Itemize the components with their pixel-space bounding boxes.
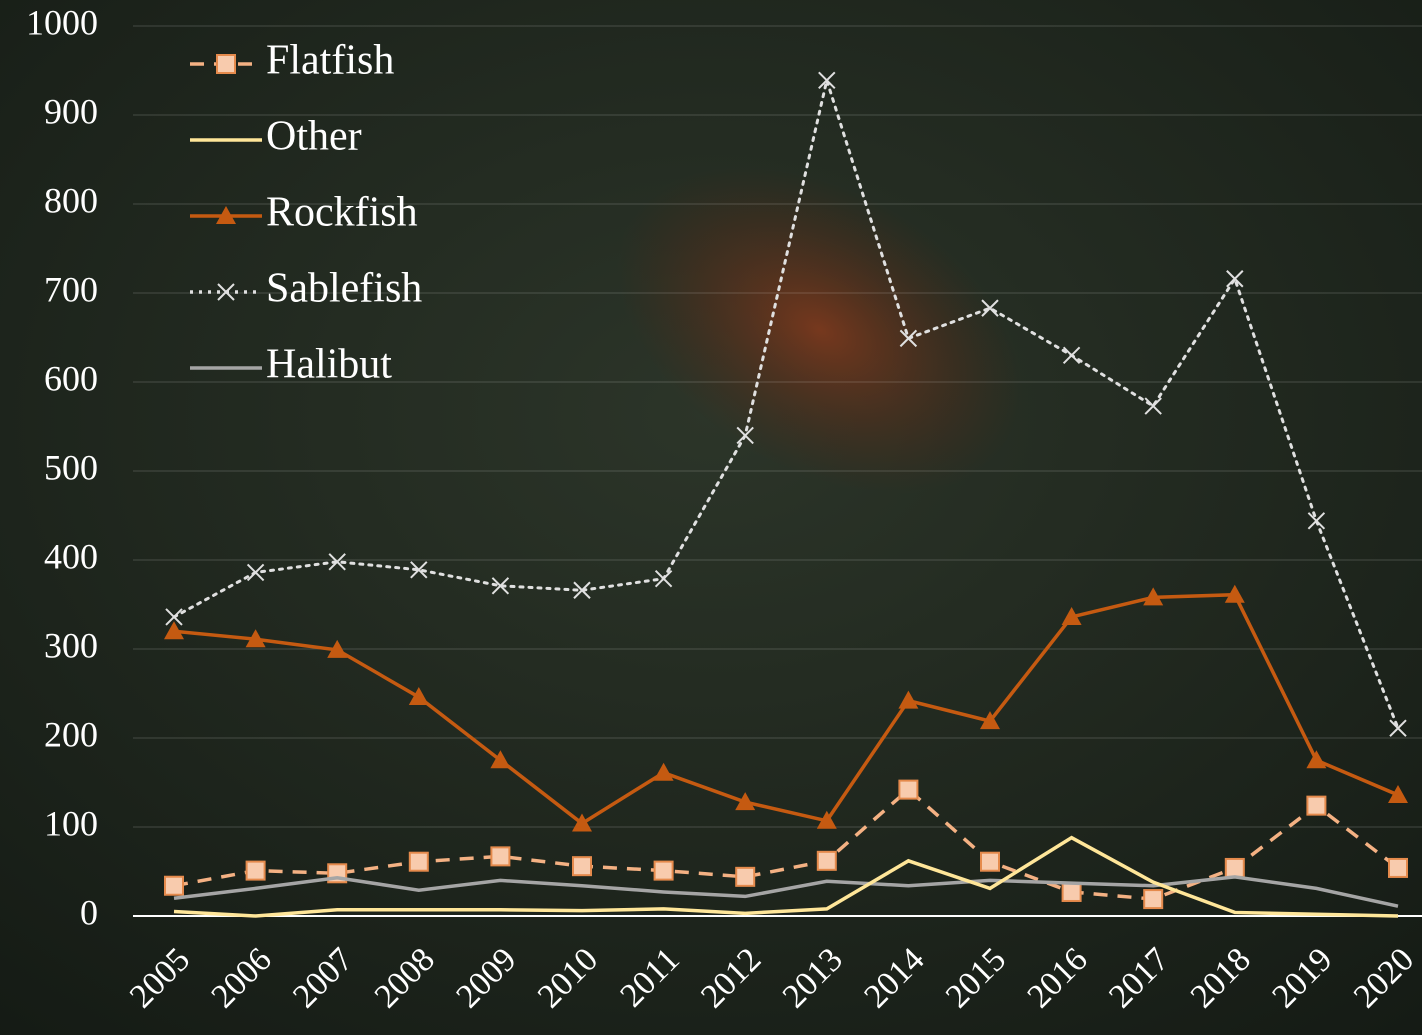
marker xyxy=(164,621,184,640)
series-line xyxy=(173,875,1399,908)
marker xyxy=(654,569,673,588)
y-tick-label: 800 xyxy=(44,180,98,220)
marker xyxy=(898,779,919,800)
series-line xyxy=(173,835,1399,918)
marker xyxy=(217,283,235,301)
y-tick-label: 700 xyxy=(44,269,98,309)
marker xyxy=(328,553,346,571)
marker xyxy=(327,639,348,658)
marker xyxy=(490,750,511,769)
marker xyxy=(491,577,510,595)
marker xyxy=(245,629,266,648)
marker xyxy=(735,792,756,811)
y-tick-label: 500 xyxy=(44,447,98,487)
legend-label: Sablefish xyxy=(266,266,422,312)
series-line xyxy=(172,74,1400,730)
marker xyxy=(410,561,428,579)
marker xyxy=(1061,606,1082,625)
legend-label: Halibut xyxy=(266,342,392,388)
y-tick-label: 400 xyxy=(44,536,98,576)
marker xyxy=(216,54,236,74)
marker xyxy=(1389,719,1407,737)
marker xyxy=(980,711,1000,730)
marker xyxy=(818,71,836,89)
marker xyxy=(898,690,919,709)
background-fish xyxy=(617,166,1023,494)
y-tick-label: 200 xyxy=(44,714,98,754)
marker xyxy=(1061,881,1082,902)
marker xyxy=(653,762,674,781)
y-tick-label: 300 xyxy=(44,625,98,665)
marker xyxy=(1388,784,1408,803)
marker xyxy=(164,875,184,896)
marker xyxy=(408,851,429,872)
marker xyxy=(1306,795,1327,816)
y-tick-label: 0 xyxy=(80,892,98,932)
series-line xyxy=(173,592,1399,826)
marker xyxy=(1143,889,1164,910)
marker xyxy=(1306,750,1327,769)
marker xyxy=(490,846,511,867)
marker xyxy=(980,851,1000,872)
legend-label: Other xyxy=(266,114,362,160)
marker xyxy=(165,608,183,626)
marker xyxy=(653,860,674,881)
marker xyxy=(1224,584,1245,603)
marker xyxy=(1224,857,1245,878)
marker xyxy=(1307,512,1326,530)
y-tick-label: 1000 xyxy=(26,2,98,42)
legend-label: Flatfish xyxy=(266,38,394,84)
marker xyxy=(245,860,266,881)
y-tick-label: 100 xyxy=(44,803,98,843)
y-tick-label: 900 xyxy=(44,91,98,131)
marker xyxy=(981,299,999,317)
marker xyxy=(816,850,837,871)
marker xyxy=(1143,587,1164,606)
marker xyxy=(1388,857,1408,878)
marker xyxy=(1062,346,1081,365)
series-line xyxy=(173,787,1400,901)
legend-label: Rockfish xyxy=(266,190,418,236)
marker xyxy=(735,866,756,887)
marker xyxy=(246,563,265,582)
marker xyxy=(408,687,429,706)
marker xyxy=(1144,397,1162,415)
marker xyxy=(736,426,754,445)
y-tick-label: 600 xyxy=(44,358,98,398)
marker xyxy=(1226,270,1244,288)
marker xyxy=(573,581,591,599)
marker xyxy=(572,813,592,832)
marker xyxy=(899,329,918,348)
marker xyxy=(816,810,837,829)
marker xyxy=(216,206,236,224)
marker xyxy=(572,856,592,877)
